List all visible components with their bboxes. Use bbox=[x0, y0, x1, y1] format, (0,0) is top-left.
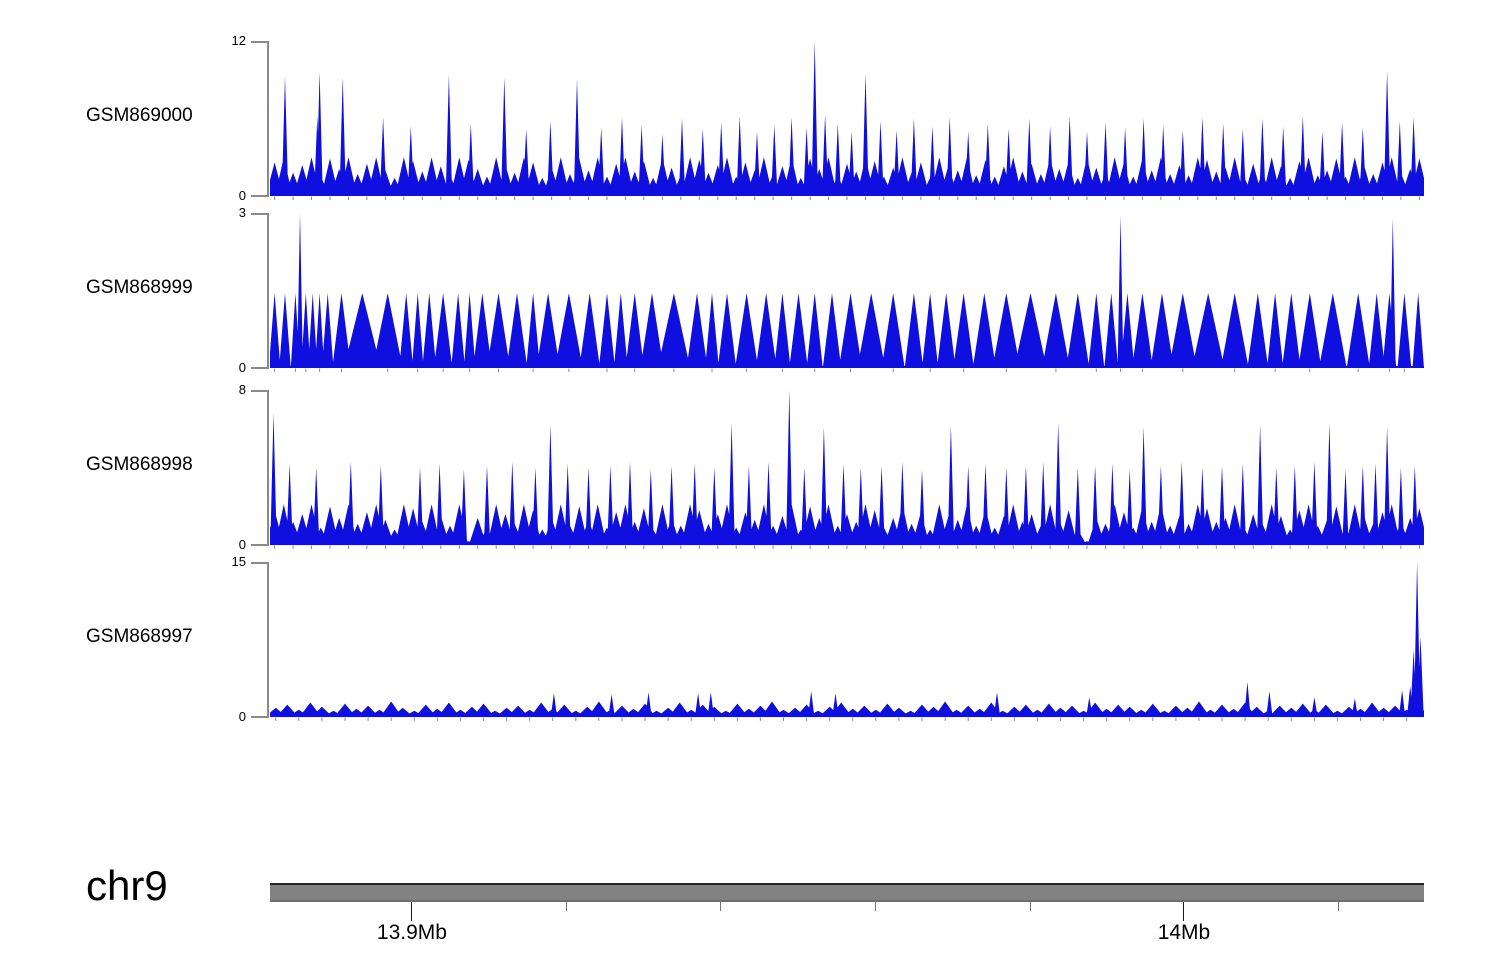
signal-plot bbox=[270, 390, 1424, 549]
y-axis-zero-label: 0 bbox=[238, 360, 246, 375]
baseline-stub-ticks bbox=[274, 368, 1405, 372]
coordinate-minor-tick bbox=[565, 902, 567, 911]
y-axis-max-label: 12 bbox=[231, 33, 246, 48]
y-axis-max-label: 15 bbox=[231, 554, 246, 569]
chromosome-name: chr9 bbox=[86, 862, 168, 909]
y-axis-line bbox=[267, 41, 269, 197]
y-axis-top-tick bbox=[251, 213, 268, 215]
y-axis-zero-label: 0 bbox=[238, 188, 246, 203]
coordinate-tick-label: 14Mb bbox=[1157, 921, 1211, 944]
y-axis-top-tick bbox=[251, 390, 268, 392]
coordinate-minor-tick bbox=[1337, 902, 1339, 911]
baseline-stub-ticks bbox=[274, 545, 1420, 549]
y-axis-bottom-tick bbox=[251, 544, 268, 546]
chromosome-ideogram-bar bbox=[270, 883, 1424, 902]
y-axis-max-label: 8 bbox=[238, 382, 246, 397]
chromosome-axis: chr9 13.9Mb 14Mb bbox=[0, 860, 1500, 980]
coordinate-minor-tick bbox=[720, 902, 722, 911]
coordinate-major-tick bbox=[1183, 902, 1185, 921]
coordinate-minor-tick bbox=[1029, 902, 1031, 911]
track-label: GSM869000 bbox=[86, 105, 193, 126]
track-row-2: GSM868999 3 0 bbox=[0, 205, 1500, 378]
signal-plot bbox=[270, 41, 1424, 200]
signal-plot bbox=[270, 562, 1424, 721]
baseline-stub-ticks bbox=[275, 717, 1408, 721]
y-axis-bottom-tick bbox=[251, 195, 268, 197]
y-axis-line bbox=[267, 562, 269, 718]
y-axis-top-tick bbox=[251, 41, 268, 43]
y-axis-zero-label: 0 bbox=[238, 709, 246, 724]
y-axis-zero-label: 0 bbox=[238, 537, 246, 552]
coordinate-tick-label: 13.9Mb bbox=[376, 921, 447, 944]
track-row-3: GSM868998 8 0 bbox=[0, 382, 1500, 555]
signal-plot bbox=[270, 213, 1424, 372]
baseline-stub-ticks bbox=[274, 196, 1420, 200]
y-axis-line bbox=[267, 213, 269, 369]
coordinate-minor-tick bbox=[874, 902, 876, 911]
track-label: GSM868999 bbox=[86, 277, 193, 298]
y-axis-bottom-tick bbox=[251, 716, 268, 718]
coordinate-major-tick bbox=[411, 902, 413, 921]
y-axis-bottom-tick bbox=[251, 367, 268, 369]
track-row-1: GSM869000 12 0 bbox=[0, 33, 1500, 206]
track-label: GSM868998 bbox=[86, 454, 193, 475]
y-axis-top-tick bbox=[251, 562, 268, 564]
track-label: GSM868997 bbox=[86, 626, 193, 647]
y-axis-max-label: 3 bbox=[238, 205, 246, 220]
y-axis-line bbox=[267, 390, 269, 546]
track-row-4: GSM868997 15 0 bbox=[0, 554, 1500, 727]
